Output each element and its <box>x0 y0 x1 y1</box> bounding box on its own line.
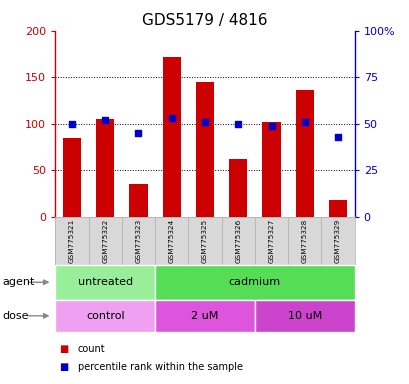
Text: dose: dose <box>2 311 29 321</box>
Bar <box>129 184 147 217</box>
Bar <box>229 159 247 217</box>
Text: ■: ■ <box>59 344 69 354</box>
Point <box>102 117 108 123</box>
Text: GSM775324: GSM775324 <box>169 219 174 263</box>
Text: agent: agent <box>2 277 34 287</box>
Text: GDS5179 / 4816: GDS5179 / 4816 <box>142 13 267 28</box>
Text: GSM775327: GSM775327 <box>268 219 274 263</box>
Text: 2 uM: 2 uM <box>191 311 218 321</box>
Text: GSM775329: GSM775329 <box>334 219 340 263</box>
Text: control: control <box>86 311 124 321</box>
Text: GSM775323: GSM775323 <box>135 219 141 263</box>
Text: GSM775325: GSM775325 <box>202 219 207 263</box>
Point <box>201 119 208 125</box>
Bar <box>162 57 180 217</box>
Point <box>135 130 142 136</box>
Bar <box>55 300 155 332</box>
Point <box>301 119 307 125</box>
Bar <box>55 265 155 300</box>
Text: ■: ■ <box>59 362 69 372</box>
Point <box>334 134 340 140</box>
Bar <box>96 119 114 217</box>
Bar <box>254 300 354 332</box>
Text: 10 uM: 10 uM <box>287 311 321 321</box>
Text: untreated: untreated <box>77 277 133 287</box>
Text: GSM775322: GSM775322 <box>102 219 108 263</box>
Bar <box>262 122 280 217</box>
Bar <box>295 90 313 217</box>
Point <box>168 115 175 121</box>
Point <box>234 121 241 127</box>
Text: GSM775328: GSM775328 <box>301 219 307 263</box>
Text: GSM775326: GSM775326 <box>235 219 240 263</box>
Bar <box>155 300 254 332</box>
Text: percentile rank within the sample: percentile rank within the sample <box>78 362 242 372</box>
Text: cadmium: cadmium <box>228 277 280 287</box>
Text: GSM775321: GSM775321 <box>69 219 75 263</box>
Point <box>267 122 274 129</box>
Bar <box>155 265 354 300</box>
Point <box>69 121 75 127</box>
Bar <box>196 82 213 217</box>
Text: count: count <box>78 344 105 354</box>
Bar <box>328 200 346 217</box>
Bar <box>63 138 81 217</box>
